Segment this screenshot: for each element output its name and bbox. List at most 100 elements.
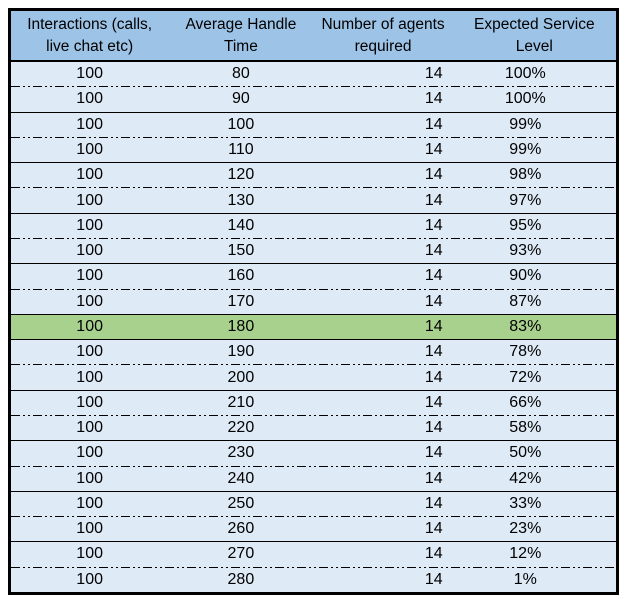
cell-agents-required: 14 bbox=[424, 317, 443, 335]
cell-average-handle-time: 100 bbox=[227, 115, 255, 133]
row-separator bbox=[11, 465, 616, 467]
cell-average-handle-time: 120 bbox=[227, 166, 255, 184]
table-row: 100 140 14 95% bbox=[11, 213, 616, 238]
cell-agents-required: 14 bbox=[424, 419, 443, 437]
cell-interactions: 100 bbox=[76, 545, 103, 563]
cell-service-level: 83% bbox=[509, 317, 542, 335]
cell-agents-required: 14 bbox=[424, 216, 443, 234]
cell-interactions: 100 bbox=[76, 343, 103, 361]
cell-average-handle-time: 190 bbox=[227, 343, 255, 361]
cell-agents-required: 14 bbox=[424, 469, 443, 487]
row-separator bbox=[11, 440, 616, 442]
cell-service-level: 1% bbox=[513, 570, 537, 588]
table-row: 100 100 14 99% bbox=[11, 112, 616, 137]
cell-interactions: 100 bbox=[76, 166, 103, 184]
cell-interactions: 100 bbox=[76, 115, 103, 133]
cell-interactions: 100 bbox=[76, 65, 103, 83]
table-row: 100 270 14 12% bbox=[11, 542, 616, 567]
cell-service-level: 93% bbox=[509, 242, 542, 260]
table-row: 100 230 14 50% bbox=[11, 441, 616, 466]
cell-interactions: 100 bbox=[76, 393, 103, 411]
cell-service-level: 98% bbox=[509, 166, 542, 184]
cell-interactions: 100 bbox=[76, 368, 103, 386]
cell-interactions: 100 bbox=[76, 90, 103, 108]
cell-agents-required: 14 bbox=[424, 444, 443, 462]
cell-interactions: 100 bbox=[76, 191, 103, 209]
highlighted-row: 100 180 14 83% bbox=[11, 314, 616, 340]
cell-average-handle-time: 90 bbox=[231, 90, 250, 108]
column-header-average-handle-time: Average Handle Time bbox=[185, 15, 297, 55]
service-level-table: Interactions (calls, live chat etc) Aver… bbox=[8, 8, 619, 595]
cell-average-handle-time: 150 bbox=[227, 242, 255, 260]
cell-service-level: 72% bbox=[509, 368, 542, 386]
row-separator bbox=[11, 136, 616, 138]
table-row: 100 110 14 99% bbox=[11, 137, 616, 163]
cell-interactions: 100 bbox=[76, 317, 103, 335]
row-separator bbox=[11, 263, 616, 265]
table-row: 100 220 14 58% bbox=[11, 415, 616, 441]
cell-average-handle-time: 200 bbox=[227, 368, 255, 386]
cell-average-handle-time: 140 bbox=[227, 216, 255, 234]
cell-service-level: 42% bbox=[509, 469, 542, 487]
cell-agents-required: 14 bbox=[424, 242, 443, 260]
cell-average-handle-time: 260 bbox=[227, 520, 255, 538]
cell-service-level: 87% bbox=[509, 292, 542, 310]
cell-average-handle-time: 220 bbox=[227, 419, 255, 437]
cell-service-level: 99% bbox=[509, 140, 542, 158]
table-row: 100 210 14 66% bbox=[11, 390, 616, 415]
cell-interactions: 100 bbox=[76, 570, 103, 588]
row-separator bbox=[11, 111, 616, 113]
cell-interactions: 100 bbox=[76, 267, 103, 285]
cell-average-handle-time: 240 bbox=[227, 469, 255, 487]
cell-average-handle-time: 170 bbox=[227, 292, 255, 310]
cell-agents-required: 14 bbox=[424, 545, 443, 563]
table-row: 100 240 14 42% bbox=[11, 466, 616, 491]
cell-service-level: 78% bbox=[509, 343, 542, 361]
cell-interactions: 100 bbox=[76, 140, 103, 158]
row-separator bbox=[11, 414, 616, 416]
table-row: 100 190 14 78% bbox=[11, 340, 616, 365]
cell-interactions: 100 bbox=[76, 469, 103, 487]
cell-agents-required: 14 bbox=[424, 115, 443, 133]
cell-average-handle-time: 230 bbox=[227, 444, 255, 462]
cell-average-handle-time: 250 bbox=[227, 494, 255, 512]
cell-service-level: 66% bbox=[509, 393, 542, 411]
table-row: 100 120 14 98% bbox=[11, 163, 616, 188]
table-row: 100 200 14 72% bbox=[11, 365, 616, 390]
cell-average-handle-time: 270 bbox=[227, 545, 255, 563]
row-separator bbox=[11, 541, 616, 543]
cell-agents-required: 14 bbox=[424, 191, 443, 209]
table-row: 100 80 14 100% bbox=[11, 62, 616, 87]
cell-service-level: 95% bbox=[509, 216, 542, 234]
cell-average-handle-time: 80 bbox=[231, 65, 250, 83]
row-separator bbox=[11, 86, 616, 88]
cell-average-handle-time: 130 bbox=[227, 191, 255, 209]
row-separator bbox=[11, 288, 616, 290]
cell-service-level: 90% bbox=[509, 267, 542, 285]
cell-service-level: 100% bbox=[504, 90, 546, 108]
table-row: 100 170 14 87% bbox=[11, 289, 616, 314]
cell-interactions: 100 bbox=[76, 520, 103, 538]
column-header-service-level: Expected Service Level bbox=[473, 15, 595, 55]
table-header-row: Interactions (calls, live chat etc) Aver… bbox=[11, 11, 616, 62]
row-separator bbox=[11, 187, 616, 189]
cell-agents-required: 14 bbox=[424, 343, 443, 361]
cell-agents-required: 14 bbox=[424, 140, 443, 158]
cell-service-level: 58% bbox=[509, 419, 542, 437]
cell-interactions: 100 bbox=[76, 444, 103, 462]
cell-interactions: 100 bbox=[76, 216, 103, 234]
table-row: 100 280 14 1% bbox=[11, 567, 616, 592]
cell-service-level: 50% bbox=[509, 444, 542, 462]
row-separator bbox=[11, 313, 616, 315]
cell-average-handle-time: 280 bbox=[227, 570, 255, 588]
row-separator bbox=[11, 389, 616, 391]
cell-service-level: 23% bbox=[509, 520, 542, 538]
cell-average-handle-time: 180 bbox=[227, 317, 255, 335]
row-separator bbox=[11, 364, 616, 366]
table-row: 100 260 14 23% bbox=[11, 517, 616, 542]
row-separator bbox=[11, 237, 616, 239]
cell-agents-required: 14 bbox=[424, 65, 443, 83]
row-separator bbox=[11, 339, 616, 341]
cell-interactions: 100 bbox=[76, 292, 103, 310]
cell-average-handle-time: 160 bbox=[227, 267, 255, 285]
